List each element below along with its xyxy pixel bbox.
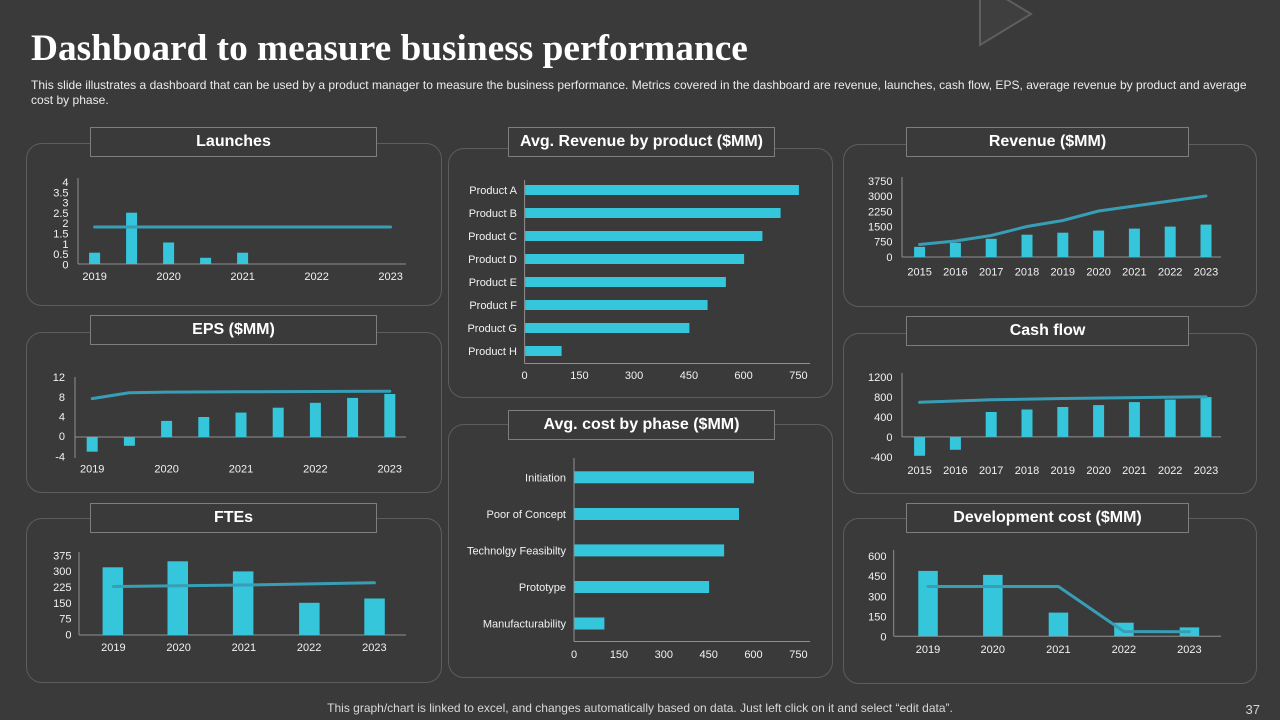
svg-text:3000: 3000 (868, 191, 892, 203)
svg-text:0: 0 (59, 431, 65, 443)
svg-text:2022: 2022 (1112, 644, 1136, 656)
svg-text:750: 750 (874, 237, 892, 249)
svg-text:2016: 2016 (943, 465, 967, 477)
svg-text:2020: 2020 (166, 642, 190, 654)
svg-text:2019: 2019 (80, 464, 104, 476)
svg-text:0: 0 (571, 649, 577, 661)
svg-text:2018: 2018 (1015, 267, 1039, 279)
svg-text:Product E: Product E (469, 277, 517, 289)
svg-text:2019: 2019 (1051, 465, 1075, 477)
svg-text:2021: 2021 (1046, 644, 1070, 656)
svg-text:2015: 2015 (907, 465, 931, 477)
svg-text:1.5: 1.5 (53, 229, 68, 241)
svg-text:2021: 2021 (1122, 267, 1146, 279)
svg-text:Technolgy Feasibilty: Technolgy Feasibilty (467, 545, 567, 557)
svg-text:Product H: Product H (468, 346, 517, 358)
svg-text:600: 600 (744, 649, 762, 661)
svg-text:2017: 2017 (979, 267, 1003, 279)
svg-text:75: 75 (59, 614, 71, 626)
svg-text:750: 750 (789, 649, 807, 661)
svg-text:150: 150 (610, 649, 628, 661)
svg-text:0: 0 (522, 370, 528, 382)
svg-text:600: 600 (868, 551, 886, 563)
svg-text:2020: 2020 (981, 644, 1005, 656)
svg-text:225: 225 (53, 582, 71, 594)
svg-text:Poor of Concept: Poor of Concept (487, 509, 567, 521)
svg-text:2021: 2021 (1122, 465, 1146, 477)
svg-text:Prototype: Prototype (519, 582, 566, 594)
svg-text:400: 400 (874, 412, 892, 424)
svg-text:2022: 2022 (1158, 465, 1182, 477)
svg-text:375: 375 (53, 550, 71, 562)
svg-text:2019: 2019 (1051, 267, 1075, 279)
svg-text:750: 750 (789, 370, 807, 382)
svg-text:2023: 2023 (1194, 465, 1218, 477)
svg-text:2020: 2020 (1086, 267, 1110, 279)
svg-text:1500: 1500 (868, 222, 892, 234)
svg-text:2023: 2023 (362, 642, 386, 654)
svg-text:2023: 2023 (1194, 267, 1218, 279)
svg-text:8: 8 (59, 392, 65, 404)
svg-text:450: 450 (680, 370, 698, 382)
svg-text:2019: 2019 (916, 644, 940, 656)
svg-text:1: 1 (62, 239, 68, 251)
svg-text:2016: 2016 (943, 267, 967, 279)
svg-text:Product B: Product B (469, 208, 517, 220)
svg-text:3750: 3750 (868, 176, 892, 188)
svg-text:2023: 2023 (1177, 644, 1201, 656)
svg-text:0: 0 (62, 259, 68, 271)
svg-text:Manufacturability: Manufacturability (483, 619, 567, 631)
svg-text:-4: -4 (55, 452, 65, 464)
svg-text:Product A: Product A (469, 185, 517, 197)
svg-text:2021: 2021 (229, 464, 253, 476)
svg-text:2019: 2019 (82, 271, 106, 283)
svg-text:0.5: 0.5 (53, 249, 68, 261)
svg-text:2018: 2018 (1015, 465, 1039, 477)
svg-text:450: 450 (700, 649, 718, 661)
svg-text:2: 2 (62, 218, 68, 230)
svg-text:300: 300 (868, 591, 886, 603)
svg-text:1200: 1200 (868, 372, 892, 384)
svg-text:2015: 2015 (907, 267, 931, 279)
svg-text:300: 300 (655, 649, 673, 661)
svg-text:2022: 2022 (1158, 267, 1182, 279)
svg-text:2023: 2023 (378, 271, 402, 283)
svg-text:150: 150 (570, 370, 588, 382)
svg-text:2020: 2020 (1086, 465, 1110, 477)
svg-text:-400: -400 (870, 452, 892, 464)
svg-text:800: 800 (874, 392, 892, 404)
svg-text:0: 0 (886, 432, 892, 444)
svg-text:2022: 2022 (304, 271, 328, 283)
svg-text:3.5: 3.5 (53, 187, 68, 199)
svg-text:2023: 2023 (378, 464, 402, 476)
svg-text:Product D: Product D (468, 254, 517, 266)
svg-text:2022: 2022 (303, 464, 327, 476)
svg-text:12: 12 (53, 372, 65, 384)
svg-text:2020: 2020 (154, 464, 178, 476)
svg-text:0: 0 (65, 629, 71, 641)
svg-text:150: 150 (53, 598, 71, 610)
svg-text:Product G: Product G (467, 323, 517, 335)
svg-text:0: 0 (880, 632, 886, 644)
svg-text:150: 150 (868, 612, 886, 624)
svg-text:300: 300 (53, 566, 71, 578)
svg-text:Product C: Product C (468, 231, 517, 243)
svg-text:4: 4 (62, 177, 68, 189)
svg-text:2017: 2017 (979, 465, 1003, 477)
svg-text:2021: 2021 (232, 642, 256, 654)
svg-text:2020: 2020 (156, 271, 180, 283)
svg-text:0: 0 (886, 252, 892, 264)
svg-text:Initiation: Initiation (525, 472, 566, 484)
svg-text:2019: 2019 (101, 642, 125, 654)
svg-text:4: 4 (59, 412, 65, 424)
svg-text:3: 3 (62, 198, 68, 210)
svg-text:2021: 2021 (230, 271, 254, 283)
svg-text:600: 600 (734, 370, 752, 382)
svg-text:2250: 2250 (868, 206, 892, 218)
svg-text:2022: 2022 (297, 642, 321, 654)
svg-text:300: 300 (625, 370, 643, 382)
svg-text:Product F: Product F (469, 300, 517, 312)
svg-text:2.5: 2.5 (53, 208, 68, 220)
svg-text:450: 450 (868, 571, 886, 583)
